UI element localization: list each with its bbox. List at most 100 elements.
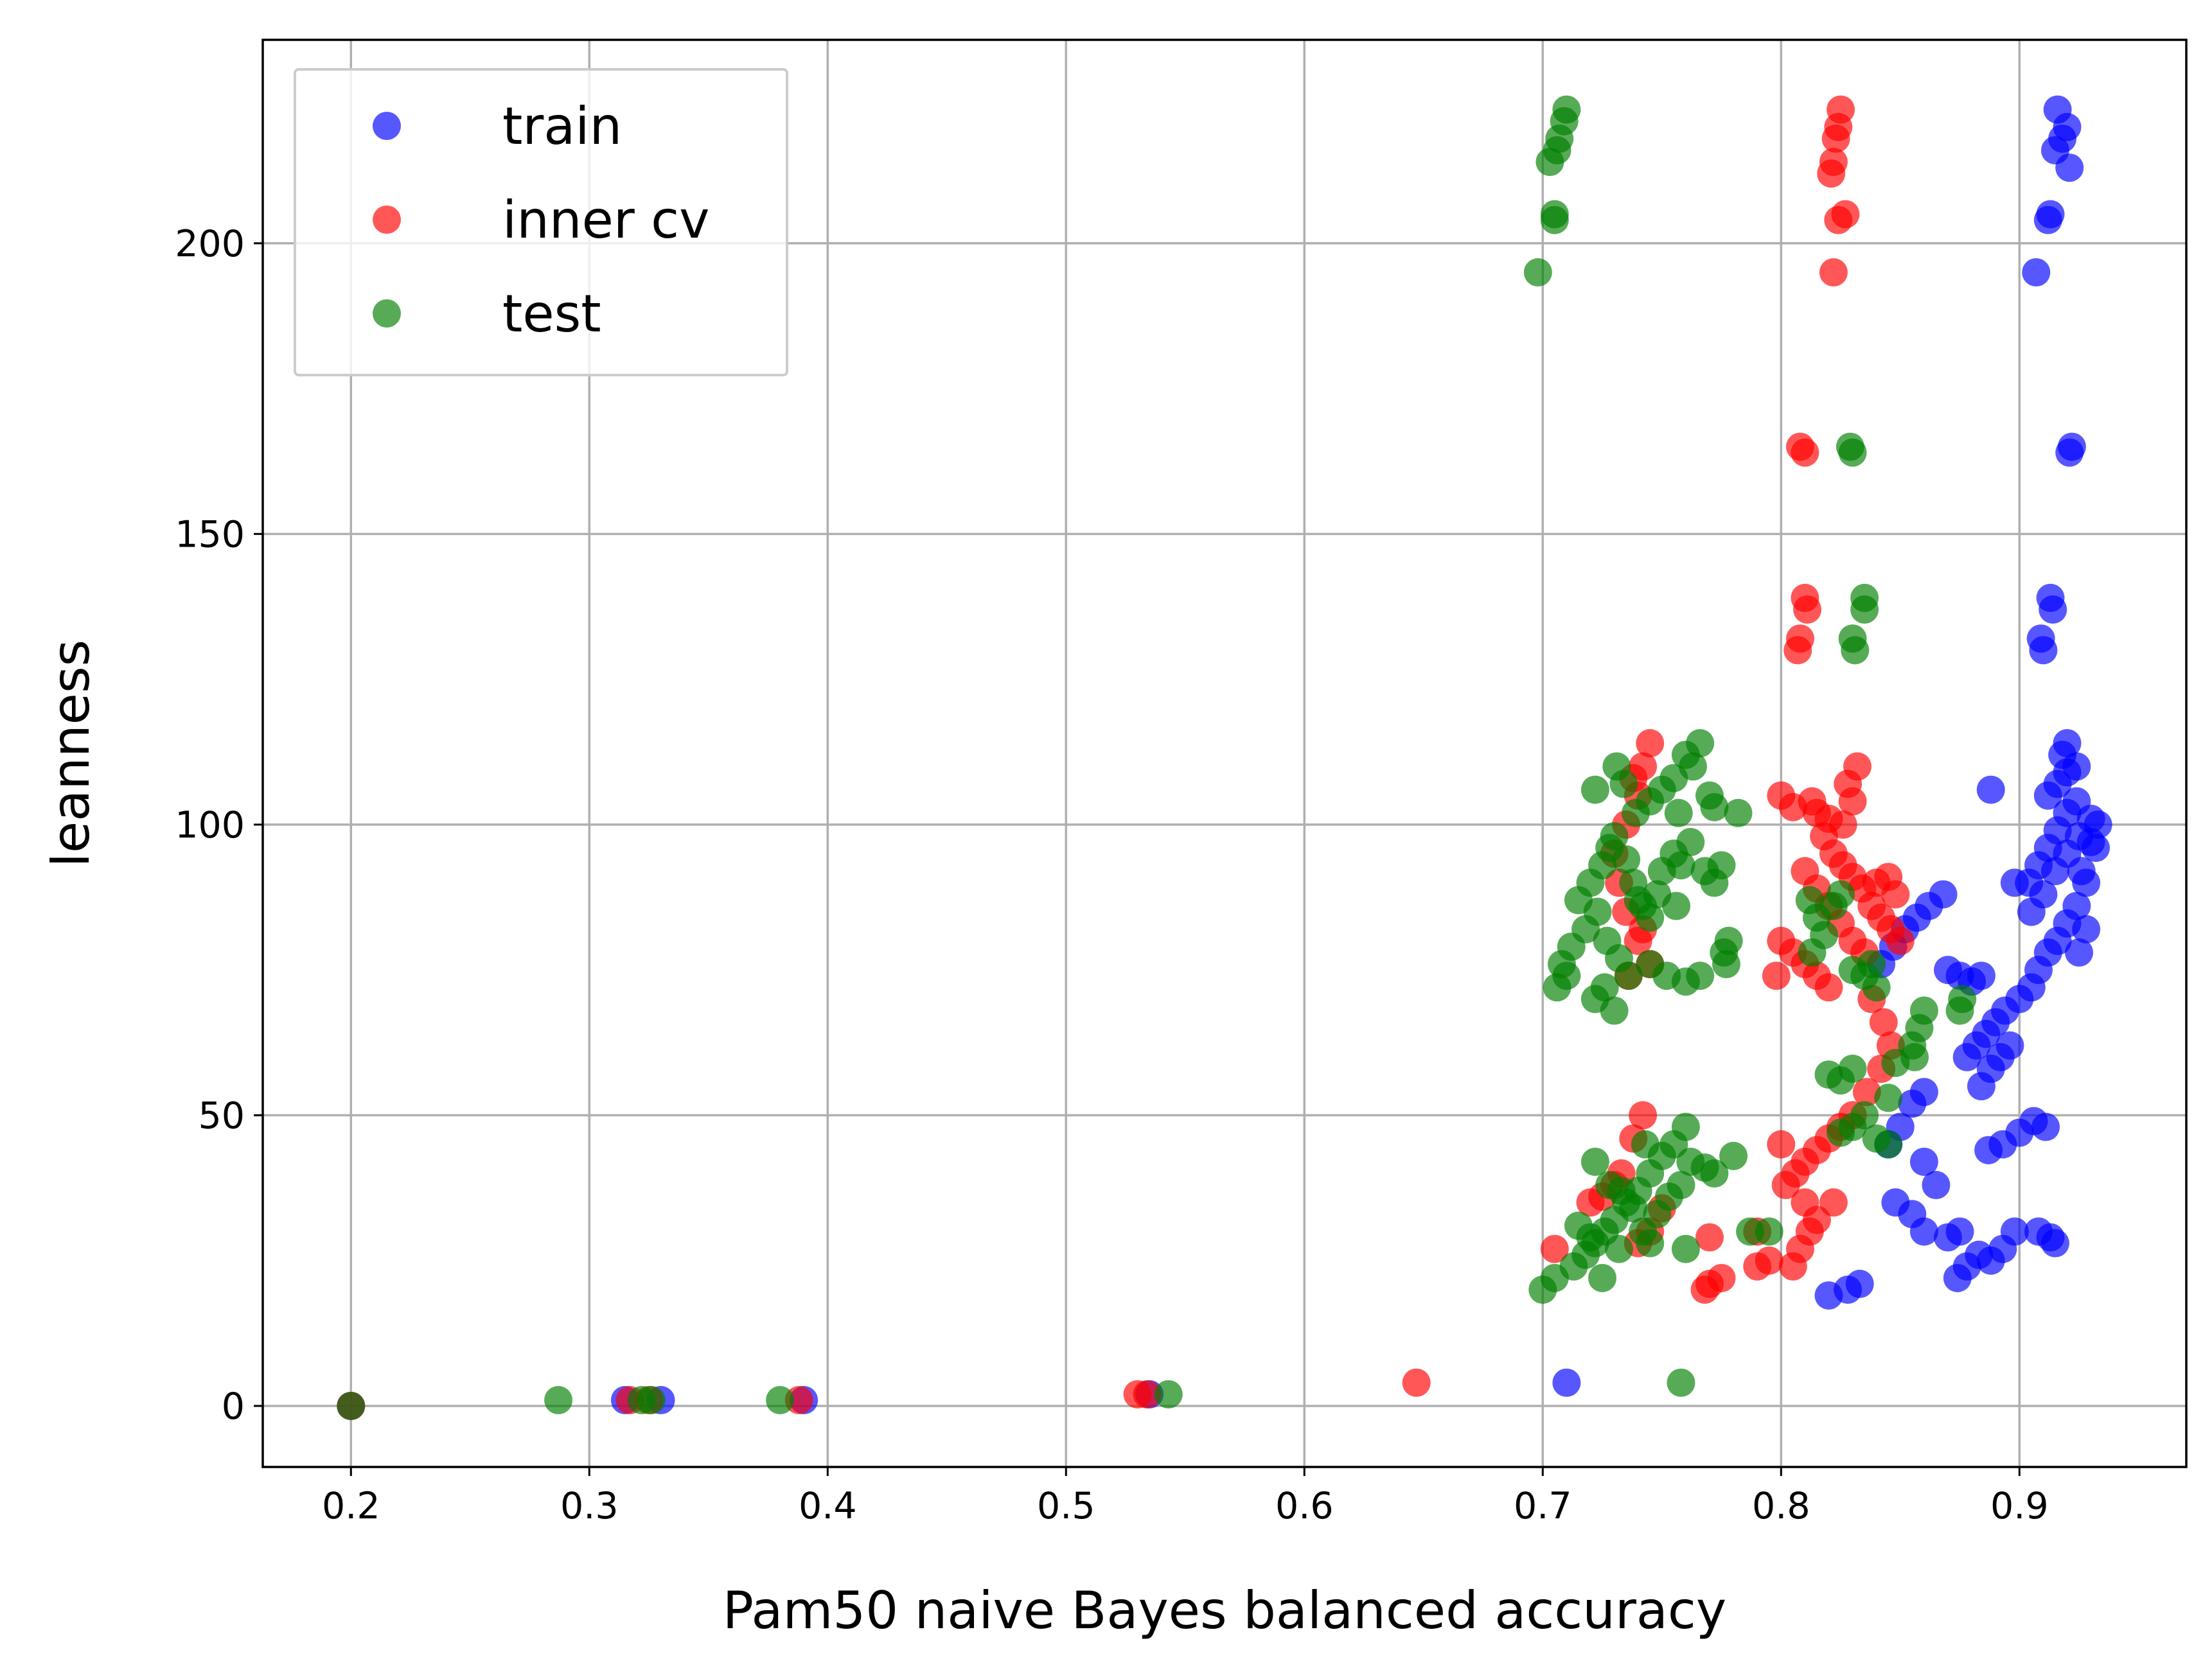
data-point-test — [1576, 1223, 1605, 1252]
data-point-test — [1662, 891, 1691, 920]
data-point-inner-cv — [1791, 1188, 1819, 1217]
data-point-train — [1909, 1147, 1938, 1176]
data-point-test — [1590, 973, 1619, 1002]
data-point-test — [1540, 206, 1569, 234]
data-point-inner-cv — [1402, 1368, 1431, 1397]
data-point-test — [1679, 752, 1708, 781]
data-point-train — [2022, 258, 2051, 287]
data-point-test — [1612, 845, 1641, 874]
data-point-inner-cv — [1540, 1234, 1569, 1263]
data-point-inner-cv — [1817, 159, 1846, 188]
y-tick-label: 200 — [175, 223, 245, 265]
data-point-test — [1671, 1234, 1700, 1263]
y-axis-title: leanness — [41, 640, 101, 867]
y-tick-label: 0 — [222, 1385, 245, 1428]
data-point-inner-cv — [1778, 1252, 1807, 1281]
y-tick-label: 100 — [175, 804, 245, 847]
data-point-inner-cv — [1821, 124, 1850, 153]
legend-box — [294, 68, 788, 376]
data-point-train — [2053, 729, 2082, 758]
data-point-test — [1819, 891, 1848, 920]
legend-marker-inner-cv — [373, 206, 401, 234]
data-point-test — [1552, 961, 1581, 990]
data-point-inner-cv — [1869, 1008, 1898, 1037]
data-point-train — [1845, 1269, 1874, 1298]
data-point-train — [1909, 1217, 1938, 1246]
data-point-test — [1850, 595, 1879, 624]
data-point-train — [2062, 752, 2091, 781]
data-point-test — [1900, 1042, 1929, 1071]
legend-label-inner-cv: inner cv — [502, 190, 710, 250]
ticks: 0.2 0.3 0.4 0.5 0.6 0.7 0.8 0.9 0 50 100 150 200 — [175, 223, 2048, 1527]
data-point-test — [1755, 1217, 1783, 1246]
data-point-inner-cv — [1793, 595, 1822, 624]
data-point-inner-cv — [1783, 636, 1812, 665]
data-point-inner-cv — [1771, 1171, 1800, 1200]
data-point-train — [1976, 775, 2005, 804]
data-point-test — [1664, 798, 1693, 827]
data-point-test — [1724, 798, 1753, 827]
data-point-test — [1535, 148, 1564, 177]
data-point-inner-cv — [1814, 973, 1843, 1002]
data-point-train — [2065, 938, 2094, 967]
x-tick-label: 0.7 — [1514, 1485, 1572, 1527]
data-point-train — [2084, 810, 2112, 839]
data-point-train — [1552, 1368, 1581, 1397]
data-point-test — [1700, 1159, 1729, 1188]
data-point-train — [2000, 1217, 2029, 1246]
data-point-test — [1588, 1263, 1617, 1292]
data-point-train — [2062, 891, 2091, 920]
data-point-inner-cv — [1819, 1188, 1848, 1217]
data-point-train — [2029, 636, 2058, 665]
data-point-test — [1631, 1130, 1659, 1159]
data-point-test — [337, 1391, 366, 1420]
data-point-test — [1636, 1229, 1665, 1258]
data-point-inner-cv — [1852, 1078, 1881, 1107]
data-point-train — [1967, 961, 1995, 990]
x-tick-label: 0.6 — [1275, 1485, 1334, 1527]
legend-label-train: train — [502, 96, 622, 156]
data-point-inner-cv — [1819, 258, 1848, 287]
y-tick-label: 50 — [198, 1094, 245, 1137]
data-point-test — [637, 1385, 666, 1414]
x-tick-label: 0.2 — [322, 1485, 380, 1527]
data-point-test — [1580, 775, 1609, 804]
data-point-test — [1667, 1368, 1695, 1397]
data-point-inner-cv — [1133, 1380, 1162, 1409]
data-point-train — [2067, 857, 2096, 886]
data-point-test — [1841, 636, 1870, 665]
data-point-inner-cv — [1886, 926, 1915, 955]
data-point-train — [2033, 206, 2062, 234]
data-point-inner-cv — [1778, 793, 1807, 821]
data-point-inner-cv — [1791, 438, 1819, 467]
legend-marker-train — [373, 112, 401, 140]
data-point-test — [1874, 1084, 1903, 1112]
data-point-train — [2031, 1112, 2060, 1141]
legend-marker-test — [373, 299, 401, 328]
data-point-test — [1671, 1112, 1700, 1141]
data-point-test — [544, 1385, 573, 1414]
data-point-test — [1600, 996, 1629, 1025]
data-point-train — [2040, 1229, 2069, 1258]
data-point-train — [2039, 595, 2067, 624]
data-point-inner-cv — [1629, 1101, 1658, 1130]
data-point-train — [1922, 1171, 1951, 1200]
x-tick-label: 0.8 — [1752, 1485, 1810, 1527]
data-point-test — [1686, 961, 1715, 990]
data-point-train — [2062, 787, 2091, 816]
data-point-test — [1667, 1171, 1695, 1200]
data-point-test — [1676, 828, 1705, 857]
data-point-test — [1874, 1130, 1903, 1159]
data-points — [337, 95, 2112, 1420]
data-point-test — [1605, 1234, 1634, 1263]
data-point-inner-cv — [1743, 1252, 1772, 1281]
data-point-inner-cv — [1695, 1223, 1724, 1252]
data-point-test — [1798, 938, 1827, 967]
data-point-inner-cv — [1881, 880, 1910, 909]
data-point-test — [1154, 1380, 1183, 1409]
data-point-inner-cv — [1576, 1188, 1605, 1217]
data-point-train — [1995, 1031, 2024, 1060]
data-point-test — [1614, 961, 1643, 990]
data-point-inner-cv — [1636, 729, 1665, 758]
